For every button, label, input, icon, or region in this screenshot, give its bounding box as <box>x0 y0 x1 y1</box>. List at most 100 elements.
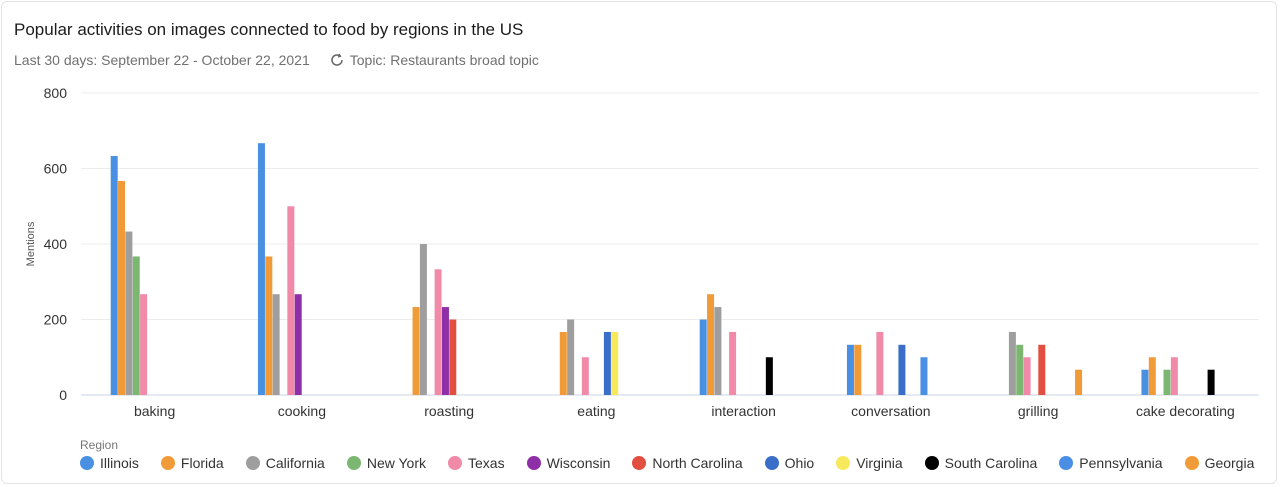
bar-florida <box>118 180 126 395</box>
topic: Topic: Restaurants broad topic <box>330 52 539 68</box>
bar-new-york <box>1163 369 1171 395</box>
bar-new-york <box>1016 344 1024 395</box>
x-tick-label: roasting <box>424 403 474 419</box>
legend-dot-icon <box>245 456 260 470</box>
y-tick-label: 0 <box>59 387 67 403</box>
legend-title: Region <box>80 438 119 452</box>
bar-south-carolina <box>1207 369 1215 395</box>
bar-california <box>1008 331 1016 395</box>
bar-florida <box>559 331 567 395</box>
legend-item[interactable]: Texas <box>448 455 505 471</box>
legend-dot-icon <box>632 456 647 470</box>
x-tick-label: eating <box>577 403 615 419</box>
legend-label: South Carolina <box>944 455 1038 471</box>
y-tick-label: 400 <box>44 236 68 252</box>
legend-item[interactable]: Florida <box>160 455 224 471</box>
refresh-circle-icon <box>331 53 343 66</box>
date-range: Last 30 days: September 22 - October 22,… <box>14 52 310 68</box>
x-tick-label: cooking <box>278 403 326 419</box>
y-tick-label: 200 <box>44 312 68 328</box>
bar-ohio <box>603 331 611 395</box>
legend-label: Wisconsin <box>546 455 611 471</box>
bar-texas <box>876 331 884 395</box>
legend-label: Pennsylvania <box>1079 455 1163 471</box>
bar-illinois <box>110 156 118 395</box>
bar-north-carolina <box>1038 344 1046 395</box>
bar-california <box>272 294 280 395</box>
bar-florida <box>854 344 862 395</box>
chart-subtitle: Last 30 days: September 22 - October 22,… <box>14 52 539 68</box>
bar-texas <box>729 331 737 395</box>
bar-illinois <box>1141 369 1149 395</box>
legend-dot-icon <box>1184 456 1199 470</box>
y-tick-label: 800 <box>44 85 68 101</box>
bar-georgia <box>1075 369 1083 395</box>
bar-illinois <box>699 319 707 395</box>
chart-title: Popular activities on images connected t… <box>14 20 524 39</box>
bar-texas <box>581 357 589 395</box>
bar-north-carolina <box>449 319 457 395</box>
bar-florida <box>265 256 273 395</box>
bar-california <box>714 307 722 395</box>
legend-dot-icon <box>448 456 462 470</box>
legend-item[interactable]: Ohio <box>764 455 815 471</box>
legend-dot-icon <box>764 456 779 470</box>
legend-dot-icon <box>160 456 175 470</box>
bar-california <box>125 231 133 395</box>
legend-label: New York <box>366 455 426 471</box>
legend-label: North Carolina <box>652 455 743 471</box>
bar-texas <box>1170 357 1178 395</box>
x-tick-label: cake decorating <box>1136 403 1235 419</box>
legend-item[interactable]: Illinois <box>80 455 139 471</box>
x-tick-label: conversation <box>851 403 930 419</box>
legend-item[interactable]: California <box>245 455 325 471</box>
legend: Illinois Florida California New York Texas Wi… <box>80 455 1276 471</box>
bar-texas <box>287 206 295 395</box>
bar-california <box>419 244 427 395</box>
bar-wisconsin <box>441 307 449 395</box>
y-tick-label: 600 <box>44 161 68 177</box>
legend-dot-icon <box>1059 456 1074 470</box>
legend-label: Georgia <box>1204 455 1255 471</box>
x-tick-label: baking <box>134 403 175 419</box>
bar-florida <box>412 307 420 395</box>
x-tick-label: grilling <box>1018 403 1058 419</box>
legend-item[interactable]: Wisconsin <box>526 455 611 471</box>
topic-label: Topic: Restaurants broad topic <box>349 52 539 68</box>
bar-texas <box>434 269 442 395</box>
legend-item[interactable]: Georgia <box>1184 455 1255 471</box>
legend-dot-icon <box>346 456 361 470</box>
legend-label: Florida <box>180 455 224 471</box>
legend-item[interactable]: North Carolina <box>632 455 743 471</box>
legend-dot-icon <box>836 456 851 470</box>
bar-ohio <box>898 344 906 395</box>
legend-label: Texas <box>468 455 505 471</box>
legend-label: California <box>265 455 325 471</box>
legend-dot-icon <box>924 456 939 470</box>
legend-item[interactable]: Virginia <box>836 455 903 471</box>
legend-label: Ohio <box>784 455 815 471</box>
legend-item[interactable]: South Carolina <box>924 455 1038 471</box>
bar-florida <box>1148 357 1156 395</box>
bar-illinois <box>257 143 265 395</box>
bar-california <box>567 319 575 395</box>
legend-item[interactable]: New York <box>346 455 426 471</box>
legend-label: Virginia <box>856 455 903 471</box>
bar-south-carolina <box>765 357 773 395</box>
bar-wisconsin <box>294 294 302 395</box>
legend-dot-icon <box>80 456 94 470</box>
legend-label: Illinois <box>100 455 139 471</box>
bar-pennsylvania <box>920 357 928 395</box>
y-axis-label: Mentions <box>25 221 37 266</box>
bar-texas <box>1023 357 1031 395</box>
bar-texas <box>140 294 148 395</box>
bar-new-york <box>132 256 140 395</box>
bar-florida <box>707 294 715 395</box>
x-tick-label: interaction <box>711 403 776 419</box>
legend-dot-icon <box>526 456 541 470</box>
bar-virginia <box>611 331 619 395</box>
bar-illinois <box>846 344 854 395</box>
legend-item[interactable]: Pennsylvania <box>1059 455 1163 471</box>
